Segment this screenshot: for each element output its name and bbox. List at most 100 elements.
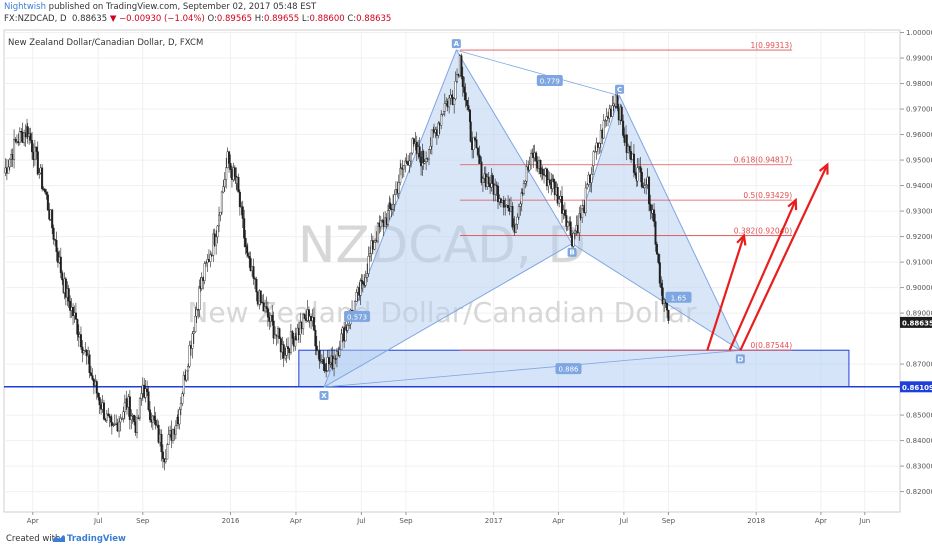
candle-body	[18, 131, 21, 143]
pattern-point-label: A	[454, 40, 460, 48]
candle-body	[284, 355, 287, 359]
candle-body	[167, 434, 170, 445]
last-price: 0.88635	[71, 14, 108, 24]
candle-body	[147, 391, 150, 410]
candle-body	[161, 451, 164, 459]
candle-body	[494, 184, 497, 195]
x-tick-label: Apr	[815, 517, 827, 525]
candle-body	[430, 129, 433, 147]
candle-body	[334, 358, 337, 360]
candle-body	[154, 420, 157, 426]
candle-body	[54, 239, 57, 241]
candle-body	[658, 262, 661, 284]
candle-body	[144, 388, 147, 398]
low-label: L:	[301, 14, 310, 24]
x-tick-label: 2017	[485, 517, 503, 525]
candle-body	[578, 213, 581, 234]
candle-body	[437, 122, 440, 136]
candle-body	[648, 176, 651, 205]
candle-body	[466, 100, 469, 106]
x-tick-label: Apr	[27, 517, 39, 525]
candle-body	[524, 181, 527, 184]
candle-body	[187, 366, 190, 372]
candle-body	[519, 203, 522, 207]
candle-body	[422, 151, 425, 164]
candle-body	[590, 174, 593, 183]
candle-body	[302, 314, 305, 330]
candle-body	[474, 137, 477, 140]
ratio-badge	[665, 291, 692, 303]
tradingview-logo-icon	[53, 535, 65, 542]
candle-body	[174, 425, 177, 435]
candle-body	[525, 166, 528, 182]
target-arrow-head	[736, 233, 747, 246]
candle-body	[522, 183, 525, 194]
candle-body	[325, 370, 328, 372]
candle-body	[338, 349, 341, 356]
candle-body	[423, 161, 426, 164]
candle-body	[244, 238, 247, 248]
author-link[interactable]: Nightwish	[4, 2, 46, 12]
candle-body	[346, 325, 349, 331]
candle-body	[287, 346, 290, 350]
pattern-point-label: C	[617, 86, 622, 94]
candle-body	[74, 312, 77, 320]
candle-body	[632, 153, 635, 173]
candle-body	[274, 334, 277, 339]
candle-body	[625, 134, 628, 153]
candle-body	[153, 415, 156, 421]
candle-body	[440, 114, 443, 126]
candle-body	[361, 281, 364, 285]
candle-body	[148, 409, 151, 420]
candle-body	[556, 187, 559, 204]
candle-body	[188, 345, 191, 367]
candle-body	[72, 307, 75, 317]
tradingview-brand-link[interactable]: TradingView	[67, 534, 126, 544]
pattern-point-label: X	[321, 392, 327, 400]
candle-body	[373, 242, 376, 250]
candle-body	[253, 278, 256, 280]
candle-body	[563, 209, 566, 216]
candle-body	[278, 328, 281, 339]
symbol-line: FX:NZDCAD, D 0.88635 ▼ −0.00930 (−1.04%)…	[4, 14, 391, 24]
x-tick-label: Jul	[93, 517, 103, 525]
candle-body	[218, 214, 221, 227]
candle-body	[67, 288, 70, 302]
candle-body	[107, 413, 110, 417]
ratio-label: 0.573	[347, 313, 367, 321]
target-arrow-shaft	[728, 199, 797, 351]
candle-body	[397, 182, 400, 194]
pattern-point-badge	[319, 391, 329, 401]
candle-body	[412, 138, 415, 145]
candle-body	[620, 106, 623, 122]
candle-body	[643, 185, 646, 188]
publish-line: Nightwish published on TradingView.com, …	[4, 2, 316, 12]
candle-body	[584, 187, 587, 213]
fib-label: 0.618(0.94817)	[734, 156, 792, 165]
candle-body	[634, 172, 637, 176]
candle-body	[418, 146, 421, 158]
candle-body	[616, 95, 619, 109]
ratio-label: 1.65	[671, 294, 687, 302]
candle-body	[237, 177, 240, 193]
candle-body	[515, 223, 518, 233]
x-tick-label: Sep	[399, 517, 413, 525]
candle-body	[195, 309, 198, 317]
candle-body	[464, 92, 467, 101]
candle-body	[314, 329, 317, 347]
candle-body	[476, 147, 479, 156]
candle-body	[598, 143, 601, 148]
candle-body	[209, 254, 212, 262]
support-price-tag	[900, 381, 932, 393]
candle-body	[102, 402, 105, 420]
candle-body	[573, 230, 576, 234]
candle-body	[69, 301, 72, 311]
candle-body	[137, 417, 140, 419]
